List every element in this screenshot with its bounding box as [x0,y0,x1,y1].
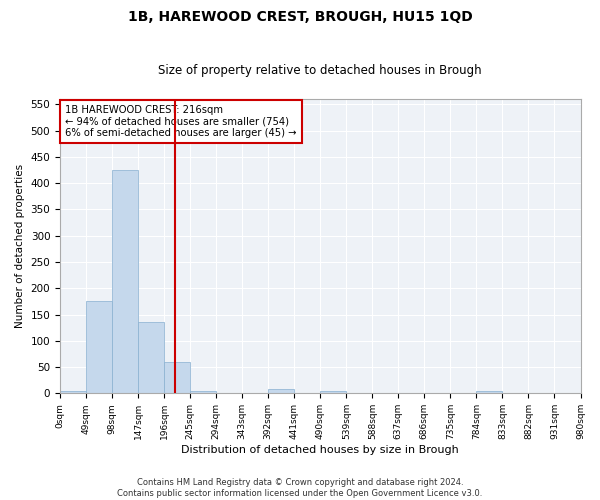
Bar [190,390,216,394]
Y-axis label: Number of detached properties: Number of detached properties [15,164,25,328]
Bar [476,391,502,394]
Bar [268,389,294,394]
Bar [60,390,86,394]
Bar [112,170,138,394]
X-axis label: Distribution of detached houses by size in Brough: Distribution of detached houses by size … [181,445,459,455]
Text: 1B HAREWOOD CREST: 216sqm
← 94% of detached houses are smaller (754)
6% of semi-: 1B HAREWOOD CREST: 216sqm ← 94% of detac… [65,105,297,138]
Bar [86,302,112,394]
Text: 1B, HAREWOOD CREST, BROUGH, HU15 1QD: 1B, HAREWOOD CREST, BROUGH, HU15 1QD [128,10,472,24]
Bar [320,391,346,394]
Bar [164,362,190,394]
Bar [138,322,164,394]
Text: Contains HM Land Registry data © Crown copyright and database right 2024.
Contai: Contains HM Land Registry data © Crown c… [118,478,482,498]
Title: Size of property relative to detached houses in Brough: Size of property relative to detached ho… [158,64,482,77]
